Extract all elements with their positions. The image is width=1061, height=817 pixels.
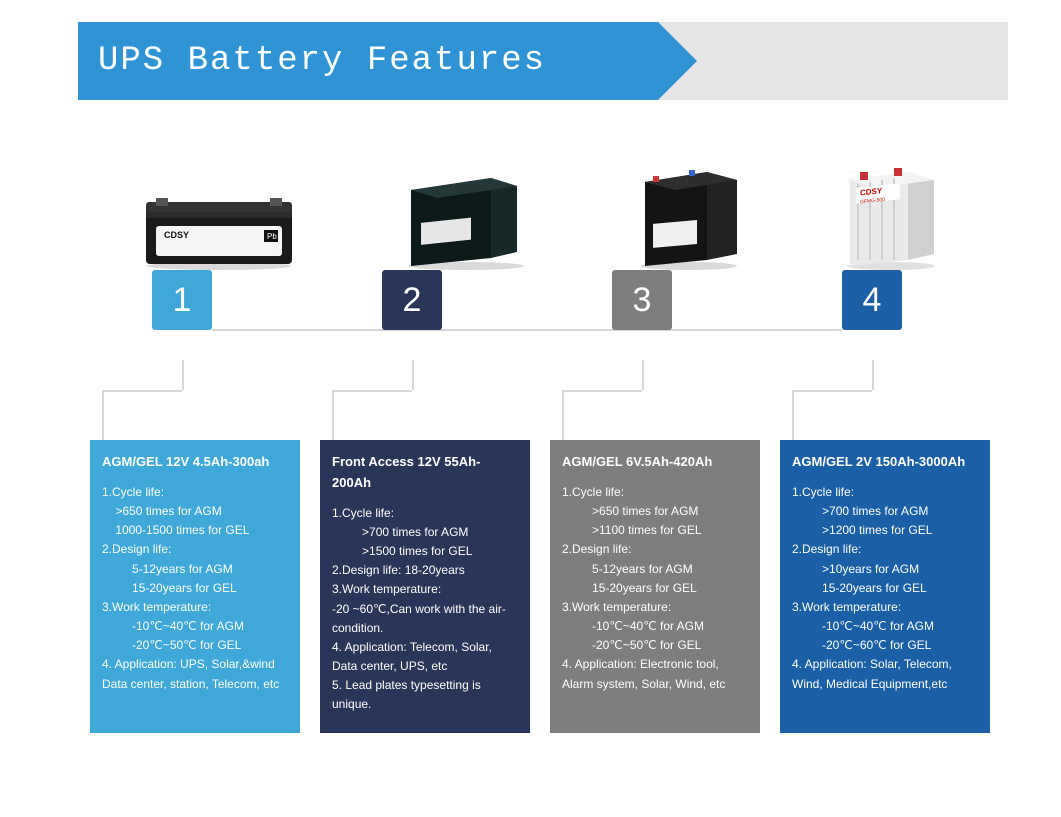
card-title: AGM/GEL 12V 4.5Ah-300ah (102, 452, 288, 473)
hline2-3 (792, 390, 872, 392)
vline-2 (642, 360, 644, 390)
card-title: Front Access 12V 55Ah-200Ah (332, 452, 518, 494)
vline-1 (412, 360, 414, 390)
vline2-0 (102, 390, 104, 440)
battery-image-1: CDSY Pb (134, 190, 304, 270)
vline2-1 (332, 390, 334, 440)
hline2-2 (562, 390, 642, 392)
vline-0 (182, 360, 184, 390)
vline2-2 (562, 390, 564, 440)
vline-3 (872, 360, 874, 390)
card-body: 1.Cycle life: >650 times for AGM 1000-15… (102, 483, 288, 694)
connector-hline (212, 329, 842, 331)
hline2-1 (332, 390, 412, 392)
number-box-2: 2 (382, 270, 442, 330)
number-box-3: 3 (612, 270, 672, 330)
vline2-3 (792, 390, 794, 440)
feature-card-4: AGM/GEL 2V 150Ah-3000Ah 1.Cycle life: >70… (780, 440, 990, 733)
card-title: AGM/GEL 6V.5Ah-420Ah (562, 452, 748, 473)
battery-image-2 (391, 170, 541, 270)
card-title: AGM/GEL 2V 150Ah-3000Ah (792, 452, 978, 473)
cards-row: AGM/GEL 12V 4.5Ah-300ah 1.Cycle life: >65… (90, 440, 990, 733)
feature-card-1: AGM/GEL 12V 4.5Ah-300ah 1.Cycle life: >65… (90, 440, 300, 733)
number-box-1: 1 (152, 270, 212, 330)
battery-image-4: CDSY GFMG-500 (836, 160, 946, 270)
feature-card-2: Front Access 12V 55Ah-200Ah 1.Cycle life:… (320, 440, 530, 733)
number-box-4: 4 (842, 270, 902, 330)
header-band: UPS Battery Features (78, 22, 1008, 100)
page-title: UPS Battery Features (98, 42, 546, 80)
svg-text:CDSY: CDSY (164, 230, 189, 240)
card-body: 1.Cycle life: >700 times for AGM >1500 t… (332, 504, 518, 715)
header-blue: UPS Battery Features (78, 22, 658, 100)
card-body: 1.Cycle life: >700 times for AGM >1200 t… (792, 483, 978, 694)
svg-text:Pb: Pb (267, 232, 277, 241)
feature-card-3: AGM/GEL 6V.5Ah-420Ah 1.Cycle life: >650 t… (550, 440, 760, 733)
hline2-0 (102, 390, 182, 392)
arrow-right-icon (658, 22, 697, 100)
battery-images-row: CDSY Pb CDSY GFMG-500 (90, 160, 990, 270)
battery-image-3 (629, 160, 749, 270)
card-body: 1.Cycle life: >650 times for AGM >1100 t… (562, 483, 748, 694)
